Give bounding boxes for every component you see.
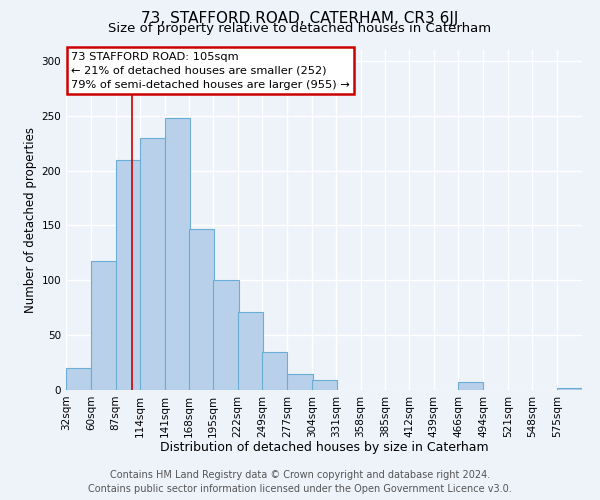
- Text: Size of property relative to detached houses in Caterham: Size of property relative to detached ho…: [109, 22, 491, 35]
- Bar: [213, 280, 239, 390]
- Y-axis label: Number of detached properties: Number of detached properties: [24, 127, 37, 313]
- Bar: [287, 374, 313, 390]
- Bar: [164, 118, 190, 390]
- Text: 73, STAFFORD ROAD, CATERHAM, CR3 6JJ: 73, STAFFORD ROAD, CATERHAM, CR3 6JJ: [142, 11, 458, 26]
- Text: 73 STAFFORD ROAD: 105sqm
← 21% of detached houses are smaller (252)
79% of semi-: 73 STAFFORD ROAD: 105sqm ← 21% of detach…: [71, 52, 350, 90]
- Bar: [262, 352, 287, 390]
- Bar: [557, 388, 582, 390]
- X-axis label: Distribution of detached houses by size in Caterham: Distribution of detached houses by size …: [160, 441, 488, 454]
- Bar: [116, 160, 141, 390]
- Bar: [91, 260, 116, 390]
- Bar: [66, 368, 91, 390]
- Bar: [189, 229, 214, 390]
- Bar: [312, 380, 337, 390]
- Bar: [458, 382, 484, 390]
- Text: Contains HM Land Registry data © Crown copyright and database right 2024.
Contai: Contains HM Land Registry data © Crown c…: [88, 470, 512, 494]
- Bar: [140, 138, 166, 390]
- Bar: [238, 312, 263, 390]
